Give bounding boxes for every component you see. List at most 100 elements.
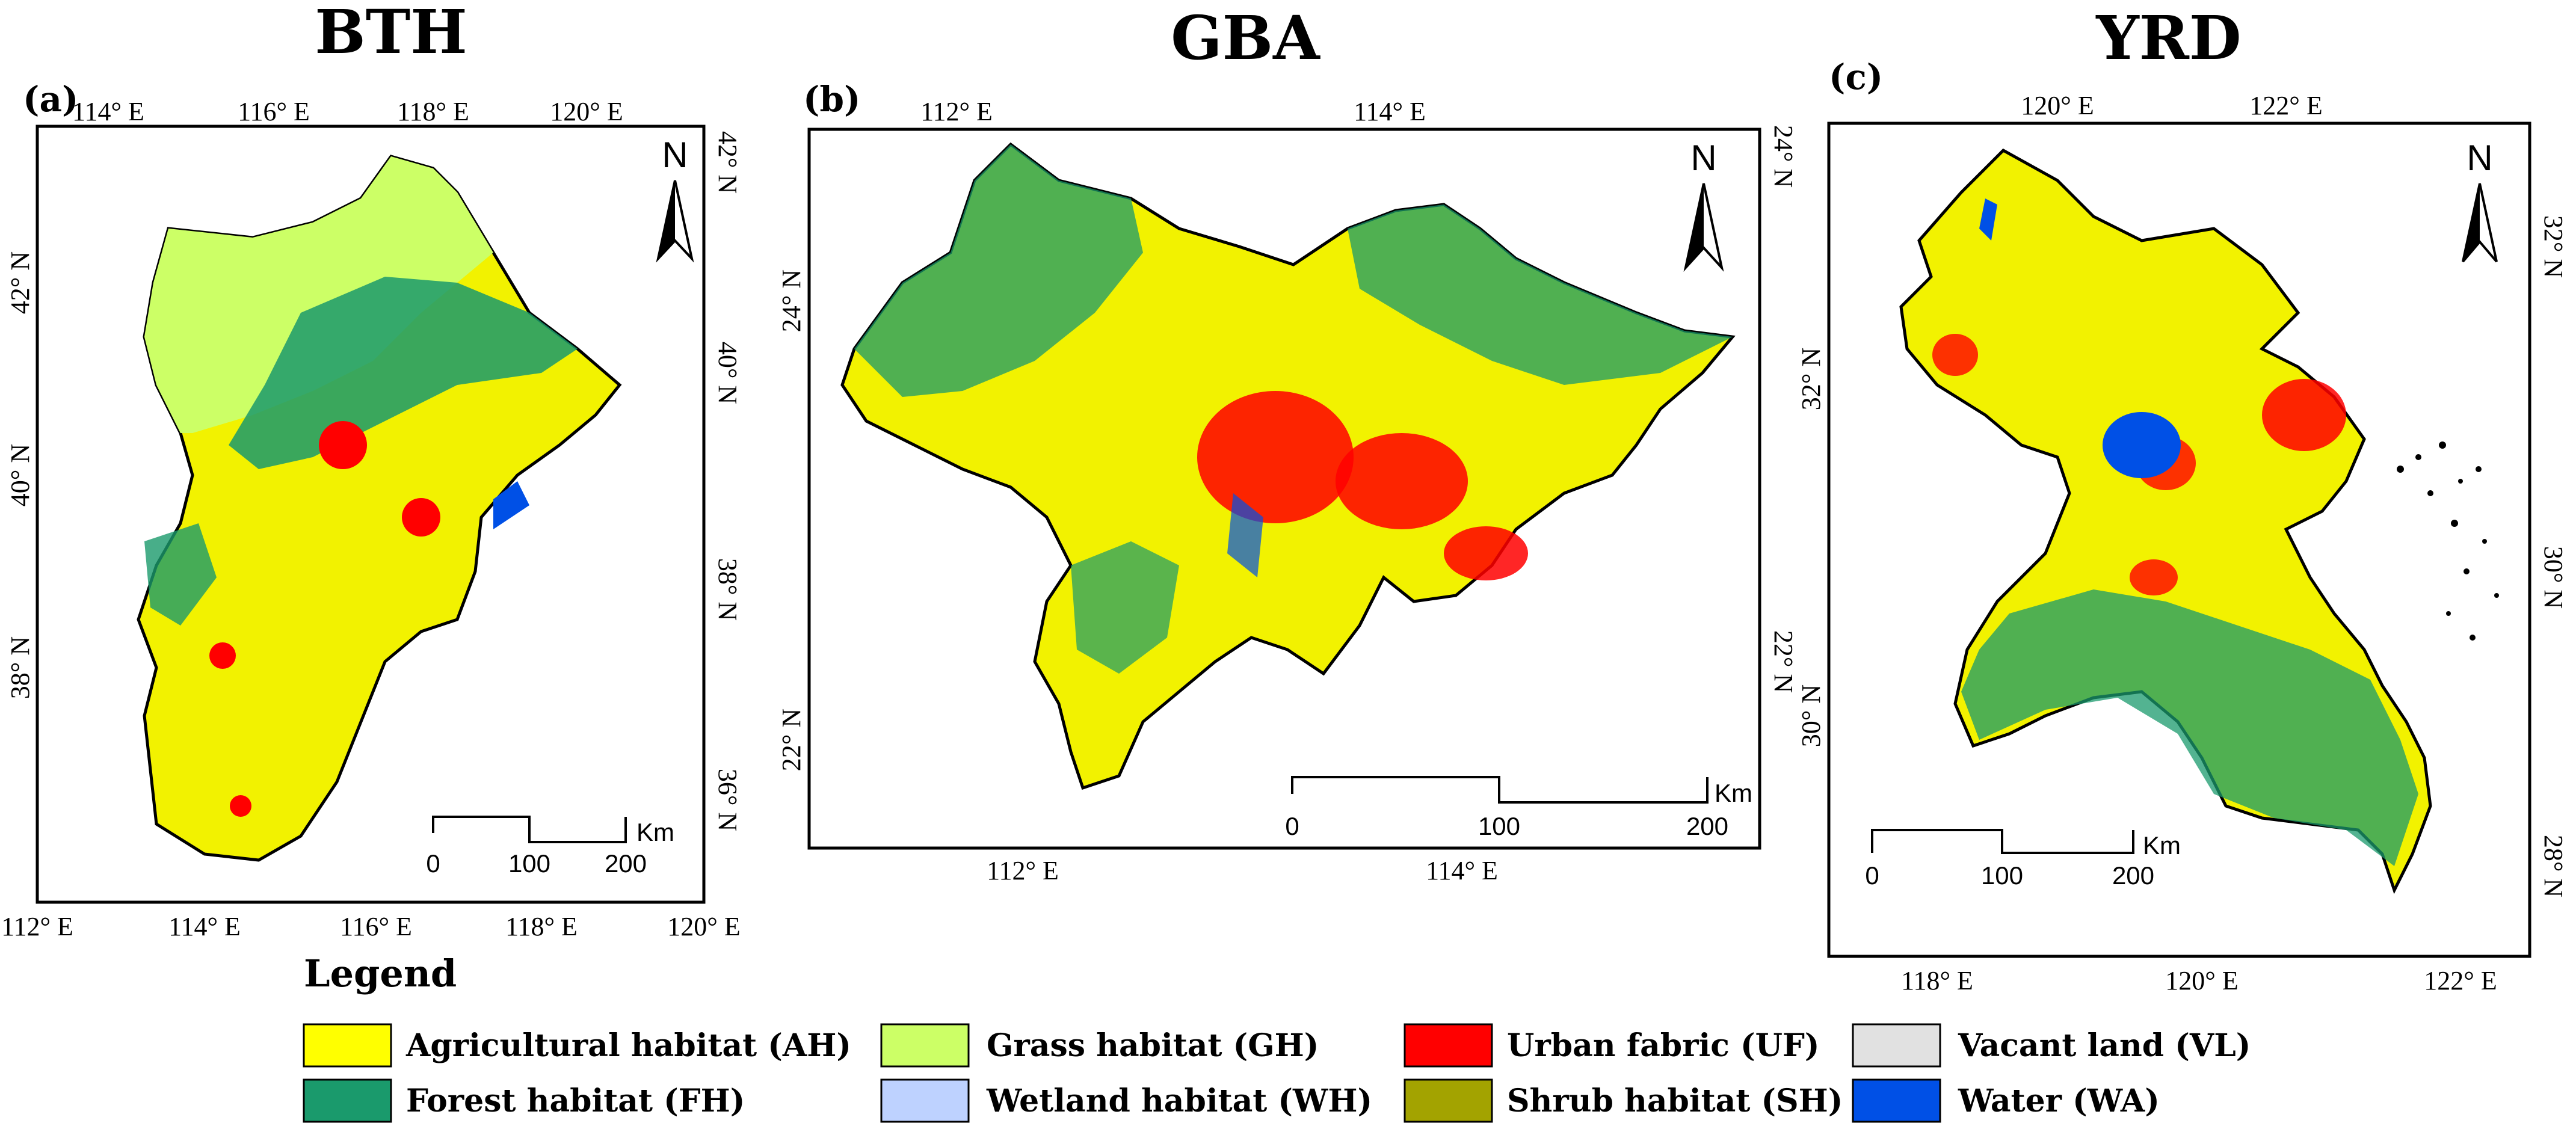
right-tick-bth-2: 38° N xyxy=(713,558,742,621)
right-tick-bth-3: 36° N xyxy=(713,769,742,831)
islands-yrd xyxy=(2397,441,2499,641)
north-arrow-fill-bth xyxy=(658,180,675,259)
legend-swatch-agricultural xyxy=(303,1023,392,1068)
top-tick-gba-0: 112° E xyxy=(920,97,993,126)
forest-area-bth-west xyxy=(144,523,217,626)
north-label-yrd: N xyxy=(2467,138,2492,178)
water-area-bth xyxy=(493,481,529,529)
legend-swatch-vacant xyxy=(1852,1023,1941,1068)
scale-bar-yrd xyxy=(1871,829,2134,854)
bottom-tick-bth-3: 118° E xyxy=(505,912,578,941)
top-tick-bth-0: 114° E xyxy=(72,97,144,126)
legend-label-vacant: Vacant land (VL) xyxy=(1958,1027,2251,1064)
bottom-tick-bth-2: 116° E xyxy=(340,912,412,941)
legend-swatch-shrub xyxy=(1404,1078,1493,1123)
right-tick-gba-0: 24° N xyxy=(1769,125,1798,188)
scale-label-yrd-0: 0 xyxy=(1865,861,1879,890)
forest-area-yrd xyxy=(1961,589,2418,866)
north-arrow-fill-gba xyxy=(1686,183,1704,268)
region-title-yrd: YRD xyxy=(2095,2,2241,73)
top-tick-yrd-1: 122° E xyxy=(2249,91,2322,120)
left-tick-yrd-0: 32° N xyxy=(1796,348,1826,410)
legend-swatch-grass xyxy=(880,1023,970,1068)
legend-label-urban: Urban fabric (UF) xyxy=(1507,1027,1820,1064)
scale-label-bth-200: 200 xyxy=(605,849,647,878)
scale-label-yrd-200: 200 xyxy=(2112,861,2154,890)
map-panel-yrd: N 0 100 200 Km 120° E 122° E 118° E 120°… xyxy=(1796,91,2568,995)
scale-label-yrd-100: 100 xyxy=(1981,861,2023,890)
north-label-gba: N xyxy=(1690,138,1716,178)
urban-area-hangzhou xyxy=(2130,559,2178,595)
urban-area-handan xyxy=(230,795,251,817)
urban-area-beijing xyxy=(319,421,367,469)
legend-label-wetland: Wetland habitat (WH) xyxy=(986,1083,1372,1119)
forest-area-gba-south xyxy=(1071,541,1179,674)
urban-area-shanghai xyxy=(2262,379,2346,451)
scale-unit-gba: Km xyxy=(1715,779,1752,807)
right-tick-yrd-0: 32° N xyxy=(2539,215,2568,278)
scale-unit-bth: Km xyxy=(636,818,674,846)
map-panel-gba: N 0 100 200 Km 112° E 114° E 112° E 114°… xyxy=(777,97,1798,885)
scale-label-gba-200: 200 xyxy=(1686,812,1728,840)
urban-area-tianjin xyxy=(402,498,440,537)
left-tick-bth-1: 40° N xyxy=(5,444,35,506)
scale-label-bth-0: 0 xyxy=(426,849,440,878)
top-tick-yrd-0: 120° E xyxy=(2021,91,2094,120)
forest-area-gba-east xyxy=(1348,205,1733,385)
legend-title: Legend xyxy=(304,952,457,995)
right-tick-bth-1: 40° N xyxy=(713,342,742,404)
bottom-tick-gba-0: 112° E xyxy=(987,856,1059,885)
top-tick-bth-3: 120° E xyxy=(550,97,623,126)
water-area-gba xyxy=(1227,493,1263,577)
bottom-tick-yrd-1: 120° E xyxy=(2165,966,2238,995)
top-tick-gba-1: 114° E xyxy=(1354,97,1426,126)
urban-area-dongguan xyxy=(1336,433,1468,529)
legend-label-agricultural: Agricultural habitat (AH) xyxy=(405,1027,851,1064)
legend-swatch-urban xyxy=(1404,1023,1493,1068)
urban-area-shijiazhuang xyxy=(209,642,236,669)
legend: Legend Agricultural habitat (AH) Forest … xyxy=(303,952,2251,1123)
bottom-tick-yrd-0: 118° E xyxy=(1901,966,1973,995)
right-tick-yrd-2: 28° N xyxy=(2539,835,2568,897)
map-panel-bth: N 0 100 200 Km 114° E 116° E 118° E 120°… xyxy=(1,97,742,941)
panel-label-a: (a) xyxy=(23,79,78,120)
scale-label-gba-0: 0 xyxy=(1285,812,1299,840)
legend-swatch-wetland xyxy=(880,1078,970,1123)
forest-area-gba-west xyxy=(854,144,1143,397)
water-area-taihu-lake xyxy=(2103,412,2181,478)
scale-bar-bth xyxy=(432,816,627,843)
grass-area-bth xyxy=(144,156,493,433)
bottom-tick-bth-0: 112° E xyxy=(1,912,73,941)
water-area-yrd-north xyxy=(1979,198,1997,241)
bottom-tick-bth-4: 120° E xyxy=(667,912,740,941)
left-tick-gba-1: 22° N xyxy=(777,709,806,771)
right-tick-gba-1: 22° N xyxy=(1769,630,1798,693)
legend-label-shrub: Shrub habitat (SH) xyxy=(1507,1083,1843,1119)
bottom-tick-gba-1: 114° E xyxy=(1426,856,1498,885)
scale-unit-yrd: Km xyxy=(2143,831,2181,860)
forest-area-bth xyxy=(229,277,578,469)
bottom-tick-yrd-2: 122° E xyxy=(2424,966,2497,995)
urban-area-nanjing xyxy=(1932,334,1978,376)
panel-label-c: (c) xyxy=(1829,57,1883,97)
scale-label-gba-100: 100 xyxy=(1478,812,1520,840)
scale-label-bth-100: 100 xyxy=(508,849,550,878)
bottom-tick-bth-1: 114° E xyxy=(168,912,241,941)
region-title-gba: GBA xyxy=(1171,2,1320,73)
left-tick-gba-0: 24° N xyxy=(777,269,806,332)
legend-label-water: Water (WA) xyxy=(1958,1083,2160,1119)
panel-label-b: (b) xyxy=(803,79,860,120)
scale-bar-gba xyxy=(1291,776,1709,804)
top-tick-bth-2: 118° E xyxy=(397,97,469,126)
urban-area-guangzhou xyxy=(1197,391,1354,523)
left-tick-yrd-1: 30° N xyxy=(1796,684,1826,747)
urban-area-shenzhen xyxy=(1444,526,1528,580)
legend-label-forest: Forest habitat (FH) xyxy=(406,1083,745,1119)
legend-label-grass: Grass habitat (GH) xyxy=(987,1027,1319,1064)
top-tick-bth-1: 116° E xyxy=(238,97,310,126)
north-label-bth: N xyxy=(662,135,688,175)
legend-swatch-forest xyxy=(303,1078,392,1123)
north-arrow-fill-yrd xyxy=(2463,183,2480,262)
right-tick-yrd-1: 30° N xyxy=(2539,546,2568,609)
